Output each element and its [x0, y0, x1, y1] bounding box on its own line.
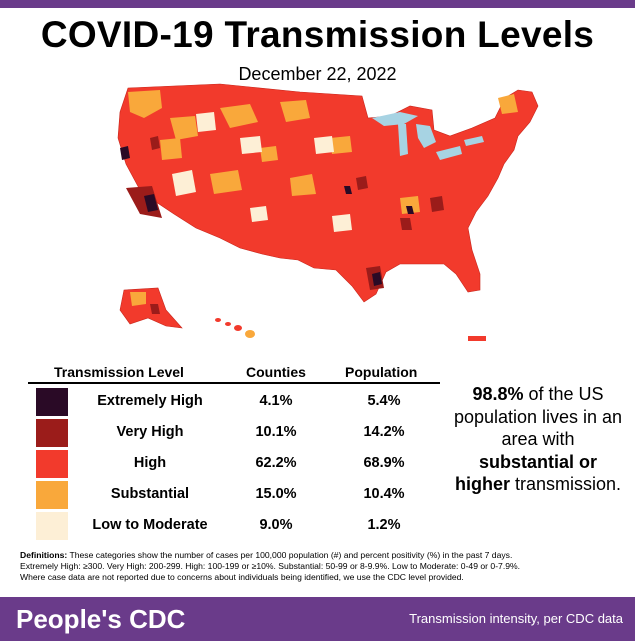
population-value: 5.4% [367, 393, 401, 409]
legend-row-extremely-high: Extremely High 4.1% 5.4% [28, 386, 440, 417]
footer-bar: People's CDC Transmission intensity, per… [0, 597, 635, 641]
counties-value: 15.0% [255, 486, 297, 502]
legend-row-substantial: Substantial 15.0% 10.4% [28, 479, 440, 510]
substantial-regions [128, 90, 518, 214]
header-counties: Counties [246, 364, 306, 380]
swatch-low-to-moderate [36, 512, 68, 540]
callout-bold: substantial or higher [454, 451, 598, 495]
population-value: 14.2% [363, 424, 405, 440]
population-value: 68.9% [363, 455, 405, 471]
low-moderate-regions [172, 112, 352, 232]
level-label: Very High [116, 424, 184, 440]
puerto-rico-shape [468, 336, 486, 341]
level-label: Low to Moderate [92, 517, 208, 533]
counties-value: 10.1% [255, 424, 297, 440]
source-note: Transmission intensity, per CDC data [409, 611, 623, 626]
report-date: December 22, 2022 [238, 64, 397, 84]
legend-table: Transmission Level Counties Population E… [28, 362, 440, 541]
definitions-label: Definitions: [20, 550, 68, 560]
swatch-substantial [36, 481, 68, 509]
legend-row-low-to-moderate: Low to Moderate 9.0% 1.2% [28, 510, 440, 541]
definitions-line-3: Where case data are not reported due to … [20, 572, 464, 582]
definitions-line-2: Extremely High: ≥300. Very High: 200-299… [20, 561, 521, 571]
hawaii-shape [215, 318, 255, 338]
level-label: Substantial [110, 486, 190, 502]
extremely-high-regions [120, 146, 414, 286]
population-value: 10.4% [363, 486, 405, 502]
header-transmission-level: Transmission Level [54, 364, 184, 380]
legend-header: Transmission Level Counties Population [28, 362, 440, 384]
population-callout: 98.8% of the US population lives in an a… [452, 383, 624, 496]
page-title: COVID-19 Transmission Levels [40, 14, 595, 55]
us-county-map [117, 83, 539, 341]
counties-value: 9.0% [259, 517, 293, 533]
counties-value: 62.2% [255, 455, 297, 471]
swatch-very-high [36, 419, 68, 447]
legend-row-high: High 62.2% 68.9% [28, 448, 440, 479]
counties-value: 4.1% [259, 393, 293, 409]
swatch-high [36, 450, 68, 478]
top-accent-bar [0, 0, 635, 8]
swatch-extremely-high [36, 388, 68, 416]
level-label: High [133, 455, 167, 471]
legend-row-very-high: Very High 10.1% 14.2% [28, 417, 440, 448]
population-value: 1.2% [367, 517, 401, 533]
level-label: Extremely High [97, 393, 203, 409]
callout-text-2: transmission. [509, 474, 622, 494]
definitions-note: Definitions: These categories show the n… [20, 550, 620, 583]
brand-logo-text: People's CDC [16, 604, 186, 634]
callout-percentage: 98.8% [472, 384, 524, 404]
header-population: Population [345, 364, 418, 380]
callout-text-1: of the US population lives in an area wi… [453, 384, 623, 449]
definitions-line-1: These categories show the number of case… [67, 550, 513, 560]
great-lakes [372, 112, 484, 160]
